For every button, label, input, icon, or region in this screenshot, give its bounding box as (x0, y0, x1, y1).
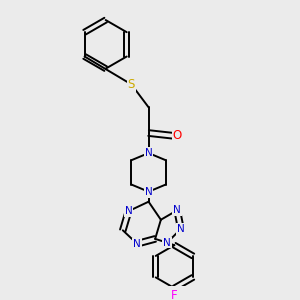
Text: F: F (171, 289, 178, 300)
Text: N: N (145, 148, 152, 158)
Text: N: N (125, 206, 132, 216)
Text: N: N (163, 238, 171, 248)
Text: N: N (133, 239, 141, 249)
Text: S: S (128, 78, 135, 91)
Text: O: O (172, 129, 182, 142)
Text: N: N (177, 224, 185, 234)
Text: N: N (173, 205, 181, 215)
Text: N: N (145, 187, 152, 197)
